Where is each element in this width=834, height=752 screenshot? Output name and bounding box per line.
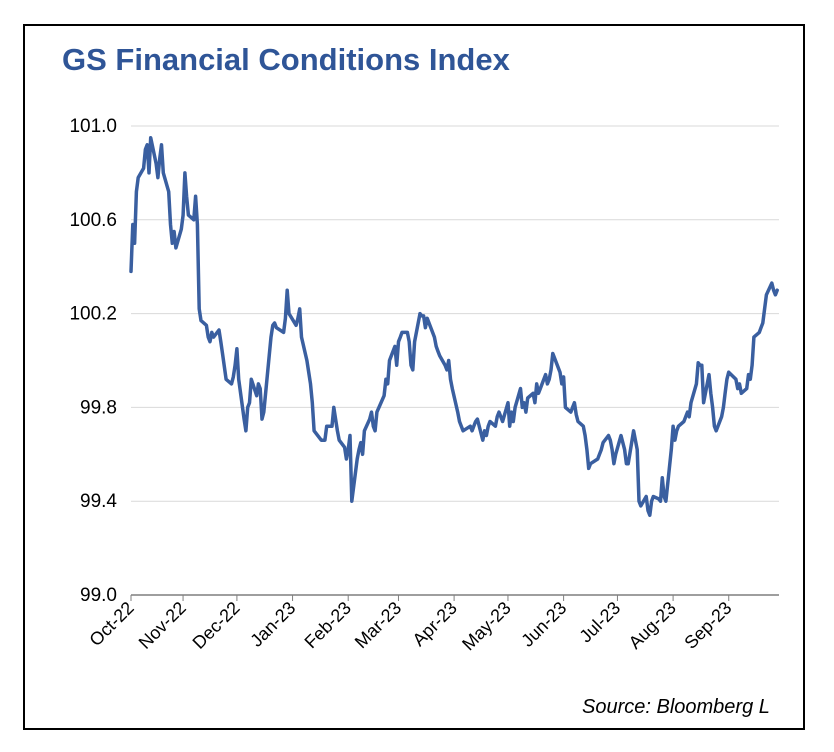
y-tick-label: 100.6 (69, 210, 117, 231)
x-tick-label: Aug-23 (625, 598, 680, 653)
series-layer (129, 135, 779, 518)
source-note: Source: Bloomberg L (582, 696, 770, 718)
y-axis: 99.0 99.4 99.8 100.2 100.6 101.0 (69, 116, 117, 606)
gridlines (131, 125, 779, 596)
y-tick-label: 99.4 (80, 491, 117, 512)
x-tick-label: Sep-23 (680, 598, 735, 653)
x-tick-label: May-23 (458, 598, 515, 655)
chart-title: GS Financial Conditions Index (62, 42, 510, 77)
x-tick-label: Mar-23 (351, 598, 405, 652)
y-tick-label: 99.0 (80, 585, 117, 606)
chart-frame (23, 24, 805, 730)
y-tick-label: 101.0 (69, 116, 117, 137)
x-tick-label: Jul-23 (575, 598, 624, 647)
y-tick-label: 100.2 (69, 304, 117, 325)
x-tick-label: Dec-22 (189, 598, 244, 653)
index-line (129, 135, 779, 518)
y-tick-label: 99.8 (80, 397, 117, 418)
x-tick-label: Apr-23 (409, 598, 461, 650)
x-tick-label: Jun-23 (517, 598, 570, 651)
x-tick-label: Nov-22 (135, 598, 190, 653)
x-tick-label: Jan-23 (246, 598, 299, 651)
x-tick-label: Feb-23 (301, 598, 355, 652)
